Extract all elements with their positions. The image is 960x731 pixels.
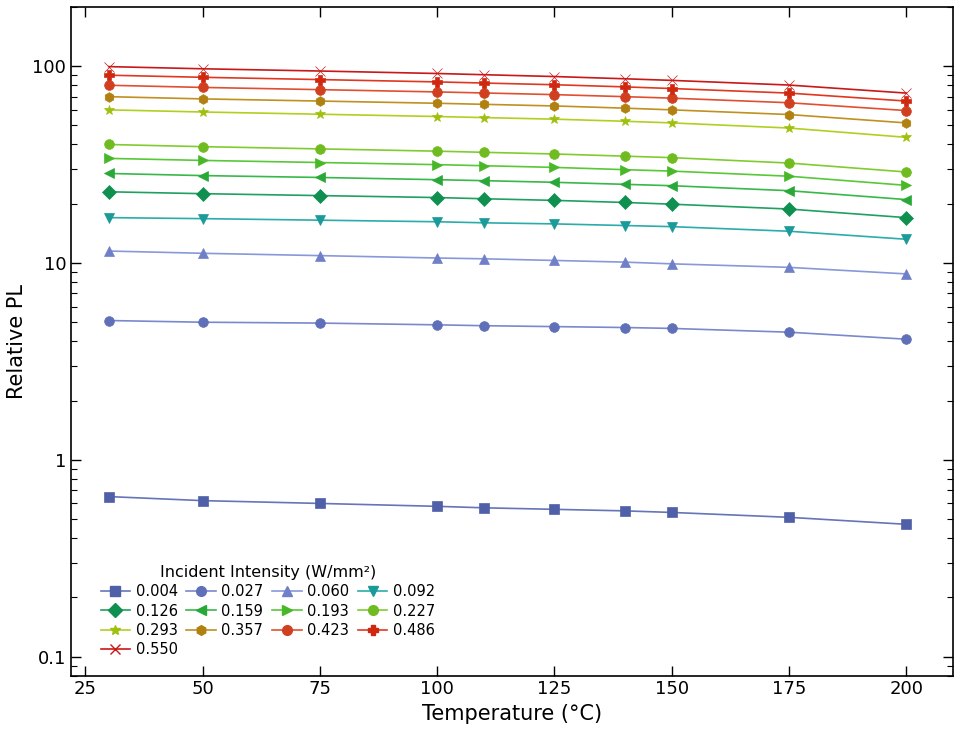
Y-axis label: Relative PL: Relative PL xyxy=(7,284,27,399)
Legend: 0.004, 0.126, 0.293, 0.550, 0.027, 0.159, 0.357, 0.060, 0.193, 0.423, 0.092, 0.2: 0.004, 0.126, 0.293, 0.550, 0.027, 0.159… xyxy=(96,561,440,662)
X-axis label: Temperature (°C): Temperature (°C) xyxy=(422,704,602,724)
